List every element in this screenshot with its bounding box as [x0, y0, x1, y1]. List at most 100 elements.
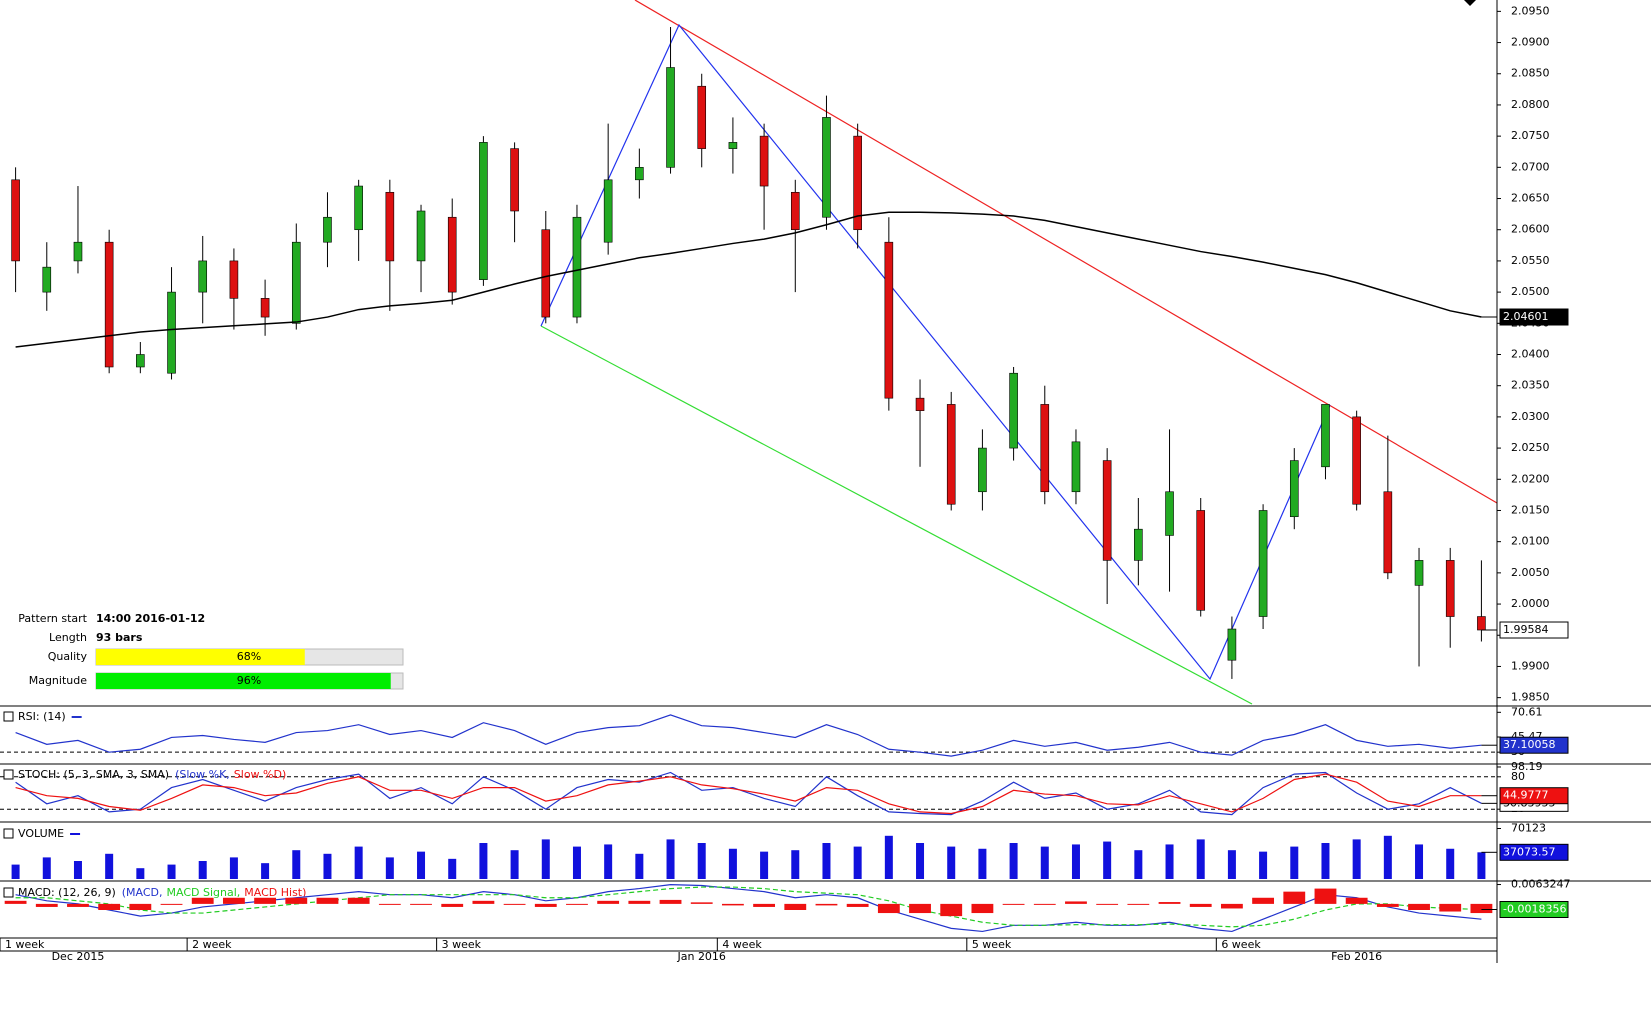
bar: [1033, 903, 1056, 905]
x-tick-label: 2 week: [192, 938, 232, 951]
series-line: [15, 773, 1482, 815]
value-box-label: 37.10058: [1503, 738, 1556, 751]
bar: [597, 900, 620, 904]
y-tick-label: 2.0400: [1511, 348, 1550, 361]
bar: [635, 853, 644, 879]
bar: [229, 857, 238, 879]
bar: [534, 903, 557, 907]
frame: [0, 0, 1651, 963]
bar: [42, 857, 51, 879]
y-tick-label: 2.0850: [1511, 67, 1550, 80]
bar: [721, 903, 744, 906]
candle: [1009, 372, 1018, 449]
panel-title: RSI: (14): [18, 710, 66, 723]
x-month-label: Dec 2015: [52, 950, 105, 963]
y-tick-label: 2.0100: [1511, 535, 1550, 548]
info-value: 93 bars: [96, 631, 143, 644]
series-line: [15, 886, 1482, 928]
bar: [877, 903, 900, 914]
candle: [853, 135, 862, 231]
panel-toggle[interactable]: [3, 887, 14, 898]
bar: [971, 903, 994, 914]
candle: [104, 241, 114, 368]
bar: [1103, 841, 1112, 879]
bar: [354, 846, 363, 879]
x-tick-label: 4 week: [722, 938, 762, 951]
candle: [1383, 491, 1393, 574]
y-tick-label: 0.0063247: [1511, 878, 1571, 891]
panel-toggle[interactable]: [3, 828, 14, 839]
candle: [822, 117, 831, 218]
y-tick-label: 2.0800: [1511, 98, 1550, 111]
bar: [1314, 888, 1337, 904]
bar: [35, 903, 58, 907]
bar: [292, 850, 301, 879]
bar: [947, 846, 956, 879]
candle: [323, 216, 332, 243]
y-tick-label: 2.0750: [1511, 129, 1550, 142]
candle: [11, 179, 20, 262]
bar: [191, 897, 214, 904]
candle: [884, 241, 894, 399]
candle: [915, 397, 925, 411]
bar: [98, 903, 121, 910]
y-tick-label: 2.0700: [1511, 160, 1550, 173]
bar: [448, 858, 457, 879]
bar: [791, 850, 800, 879]
bar: [1415, 844, 1424, 879]
bar: [222, 897, 245, 904]
bar: [1227, 850, 1236, 879]
y-tick-label: 2.0650: [1511, 192, 1550, 205]
bar: [1096, 903, 1119, 905]
candle: [447, 216, 457, 293]
menu-arrow[interactable]: [1464, 0, 1476, 6]
bar: [254, 897, 277, 904]
bar: [378, 903, 401, 905]
candle: [291, 241, 301, 324]
bar: [1196, 839, 1205, 879]
value-box: [1499, 900, 1569, 918]
y-tick-label: 2.0300: [1511, 410, 1550, 423]
candle: [697, 85, 707, 149]
x-tick-label: 6 week: [1221, 938, 1261, 951]
bar: [1477, 852, 1486, 879]
bar: [1321, 843, 1330, 879]
bar: [659, 899, 682, 904]
bar: [940, 903, 963, 917]
bar: [479, 843, 488, 879]
bar: [822, 843, 831, 879]
panel-toggle[interactable]: [3, 711, 14, 722]
bar: [1071, 844, 1080, 879]
y-tick-label: 2.0900: [1511, 36, 1550, 49]
value-box-label: 1.99584: [1503, 623, 1549, 636]
legend-entry: MACD Signal,: [167, 886, 241, 899]
magnitude-bar: [96, 673, 391, 689]
bar: [198, 861, 207, 879]
bar: [628, 900, 651, 904]
candle: [1414, 560, 1424, 586]
value-box: [1499, 736, 1569, 754]
info-label: Pattern start: [18, 612, 87, 625]
panel-toggle[interactable]: [3, 769, 14, 780]
bar: [666, 839, 675, 879]
panel-title: STOCH: (5, 3, SMA, 3, SMA): [18, 768, 169, 781]
bar: [73, 861, 82, 879]
quality-label: 68%: [237, 650, 261, 663]
x-tick-label: 1 week: [5, 938, 45, 951]
value-box-label: 37073.57: [1503, 845, 1556, 858]
candle: [541, 229, 551, 318]
bar: [323, 853, 332, 879]
candle: [635, 167, 644, 181]
candle: [260, 298, 270, 318]
y-tick-label: 98.19: [1511, 760, 1543, 773]
bar: [510, 850, 519, 879]
bar: [1446, 848, 1455, 879]
bar: [1259, 851, 1268, 879]
bar: [1002, 903, 1025, 905]
y-tick-label: 2.0000: [1511, 597, 1550, 610]
y-tick-label: 2.0050: [1511, 566, 1550, 579]
bar: [503, 903, 526, 905]
bar: [566, 903, 588, 905]
value-box: [1499, 843, 1569, 861]
